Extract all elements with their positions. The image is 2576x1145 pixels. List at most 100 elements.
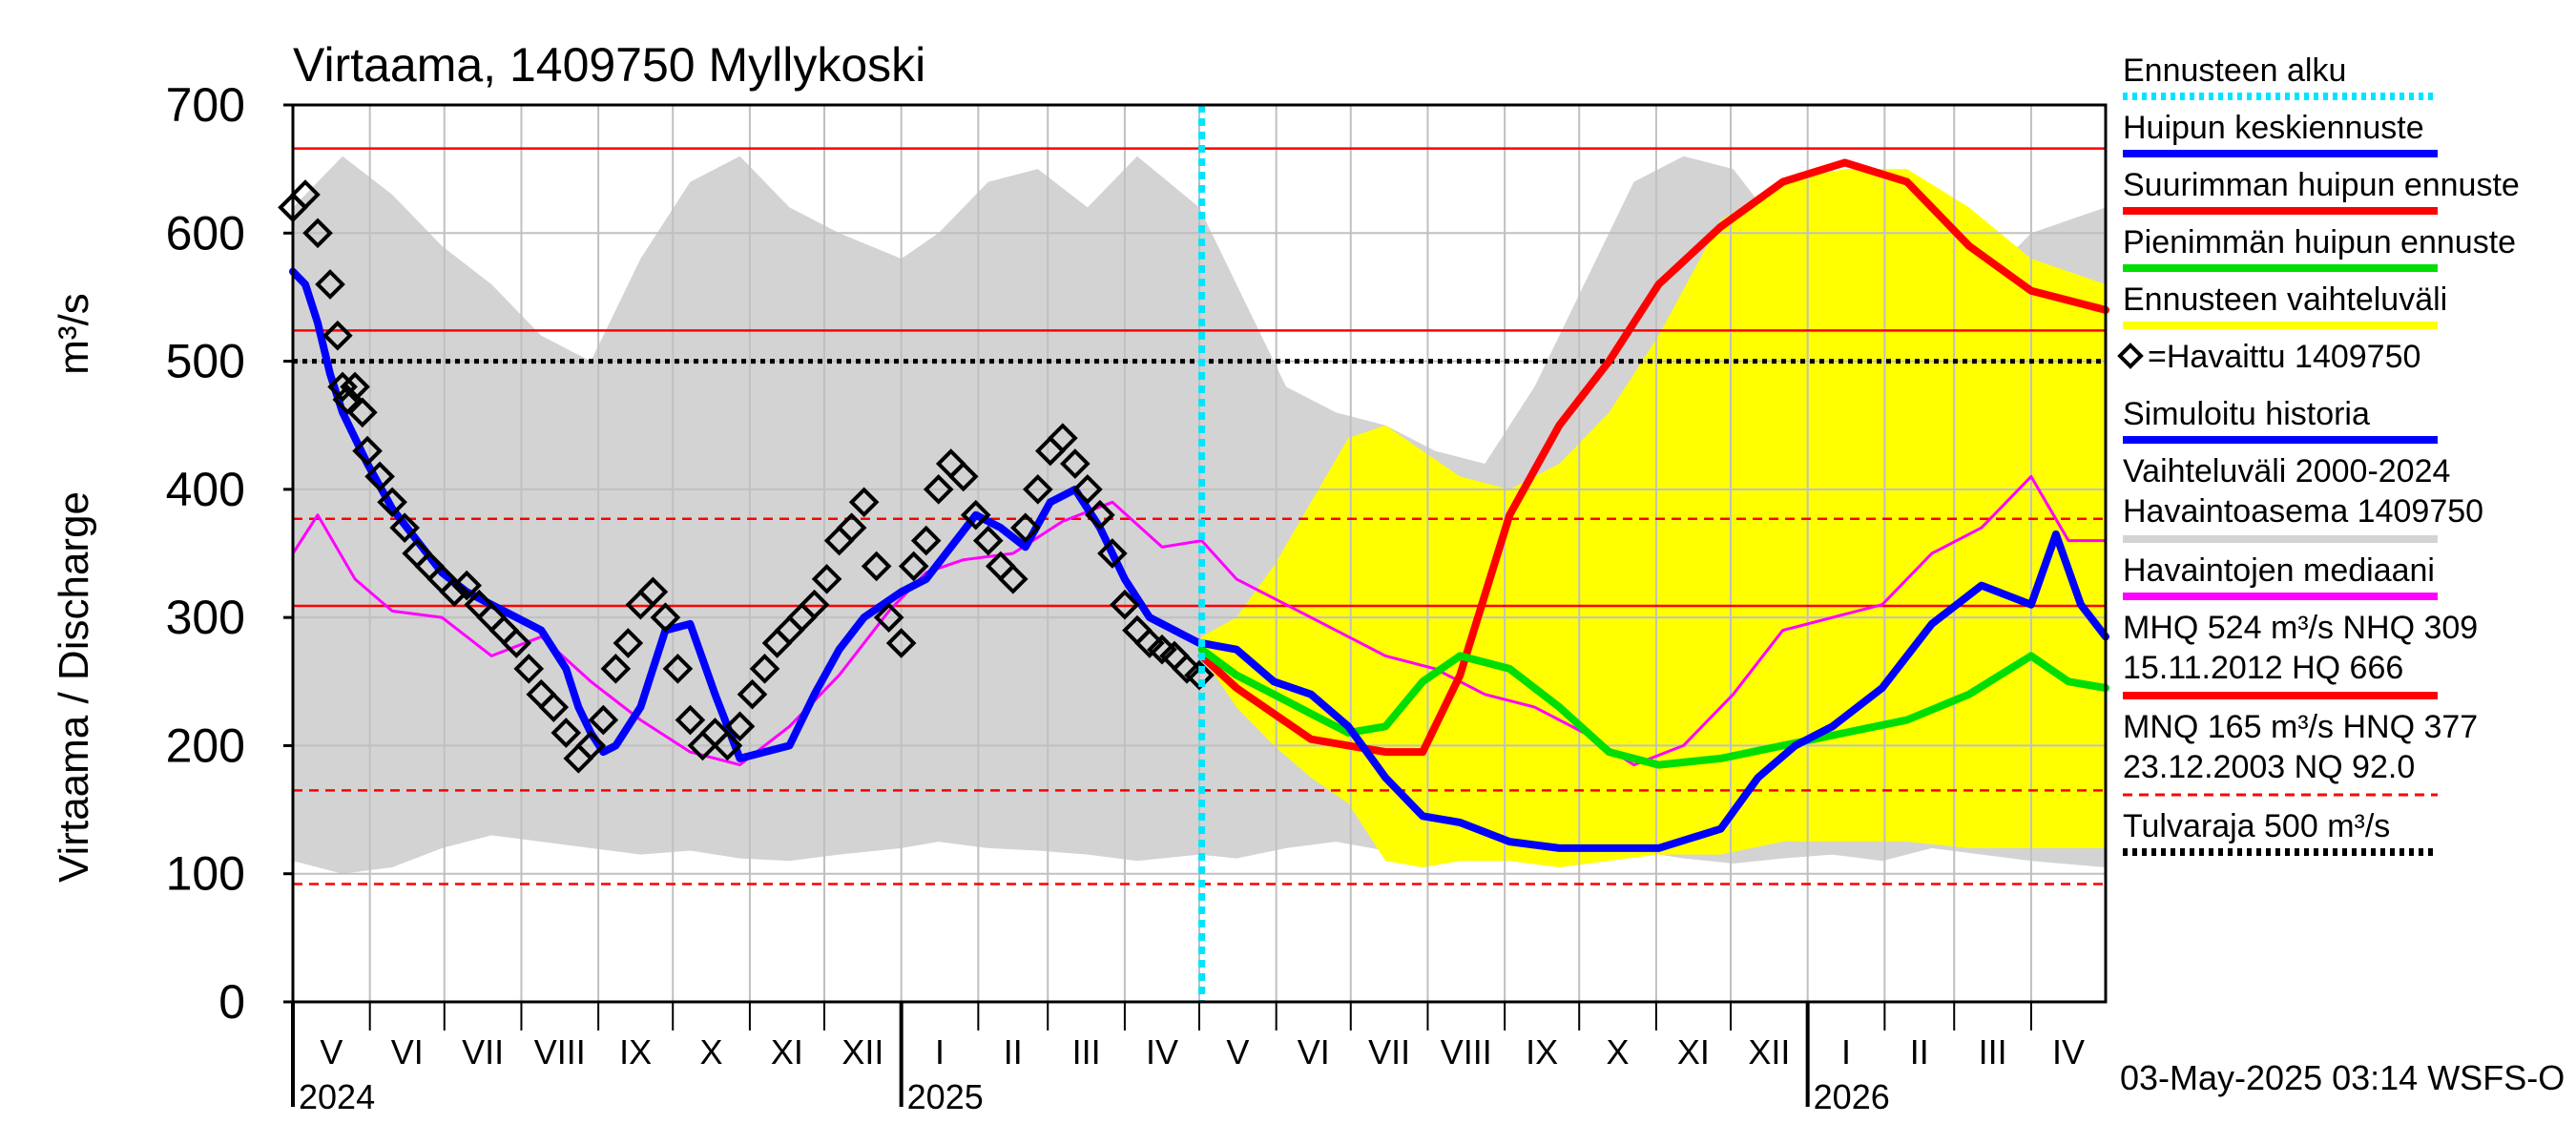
observed-point [315, 269, 345, 300]
observed-point [377, 487, 407, 518]
series-line-suurimman-huipun-ennuste [1197, 158, 2109, 757]
observed-point [451, 570, 483, 601]
series-line-pienimm-n-huipun-ennuste [1197, 645, 2109, 769]
observed-point [873, 602, 904, 633]
observed-point [712, 730, 743, 761]
observed-point [600, 654, 632, 684]
observed-point [848, 487, 880, 518]
month-label: VI [391, 1032, 424, 1072]
legend: Ennusteen alku Huipun keskiennuste Suurimm… [2117, 52, 2520, 856]
month-label: IV [2052, 1032, 2085, 1072]
observed-point [1048, 423, 1078, 453]
observed-point [650, 602, 681, 633]
month-label: IV [1146, 1032, 1178, 1072]
plot-area [278, 104, 2109, 1003]
y-tick-label: 0 [218, 975, 245, 1029]
observed-point [1184, 659, 1215, 691]
observed-point [613, 628, 644, 658]
legend-label: Suurimman huipun ennuste [2123, 167, 2520, 203]
observed-point [302, 218, 333, 249]
observed-point [749, 654, 780, 684]
observed-point [389, 512, 420, 543]
y-axis-unit: m³/s [51, 293, 97, 375]
y-tick-label: 600 [166, 206, 245, 260]
month-label: III [1072, 1032, 1101, 1072]
legend-label: Ennusteen alku [2123, 52, 2346, 89]
legend-label: 15.11.2012 HQ 666 [2123, 650, 2403, 686]
legend-label: Simuloitu historia [2123, 396, 2370, 432]
month-label: X [1607, 1032, 1630, 1072]
series-line-havaintojen-mediaani [291, 474, 2108, 767]
legend-label: MHQ 524 m³/s NHQ 309 [2123, 610, 2478, 646]
month-label: VII [1368, 1032, 1410, 1072]
observed-point [501, 628, 532, 658]
observed-point [662, 654, 694, 684]
observed-point [1097, 538, 1128, 569]
observed-point [347, 397, 378, 428]
observed-point [836, 512, 867, 543]
observed-point [1009, 512, 1041, 543]
observed-point [997, 564, 1028, 594]
observed-point [947, 461, 979, 492]
observed-point [910, 525, 942, 556]
observed-point [340, 371, 370, 403]
observed-point [885, 628, 917, 658]
month-label: X [700, 1032, 723, 1072]
y-tick-label: 700 [166, 78, 245, 132]
y-tick-label: 300 [166, 591, 245, 644]
y-tick-label: 100 [166, 847, 245, 901]
legend-label: =Havaittu 1409750 [2148, 339, 2420, 375]
month-label: V [1226, 1032, 1249, 1072]
month-label: XII [841, 1032, 883, 1072]
observed-point [327, 371, 358, 403]
year-label: 2025 [907, 1077, 984, 1116]
observed-point [1085, 499, 1115, 531]
series-line-huipun-keskiennuste [1197, 530, 2109, 852]
month-label: II [1004, 1032, 1023, 1072]
observed-point [811, 564, 842, 594]
observed-point [439, 576, 470, 608]
month-label: IX [619, 1032, 652, 1072]
month-label: III [1979, 1032, 2007, 1072]
observed-point [364, 461, 395, 492]
month-label: IX [1526, 1032, 1558, 1072]
observed-point [332, 385, 364, 415]
observed-point [1060, 448, 1091, 479]
legend-label: Pienimmän huipun ennuste [2123, 224, 2516, 260]
legend-label: Havaintojen mediaani [2123, 552, 2435, 589]
observed-point [1072, 474, 1103, 505]
legend-label: Ennusteen vaihteluväli [2123, 281, 2447, 318]
y-tick-label: 400 [166, 463, 245, 516]
observed-point [575, 730, 607, 761]
observed-point [737, 678, 768, 710]
month-label: I [935, 1032, 945, 1072]
y-tick-label: 200 [166, 718, 245, 772]
legend-label: 23.12.2003 NQ 92.0 [2123, 749, 2415, 785]
y-tick-label: 500 [166, 335, 245, 388]
year-label: 2026 [1814, 1077, 1890, 1116]
observed-point [538, 692, 570, 722]
month-label: VIII [534, 1032, 586, 1072]
observed-point [724, 711, 756, 742]
legend-label: Huipun keskiennuste [2123, 110, 2424, 146]
observed-point [290, 179, 321, 210]
footer-timestamp: 03-May-2025 03:14 WSFS-O [2120, 1058, 2565, 1097]
month-label: V [320, 1032, 343, 1072]
observed-point [513, 654, 545, 684]
observed-point [675, 704, 706, 736]
month-label: XI [771, 1032, 803, 1072]
observed-point [551, 718, 582, 748]
observed-point [960, 499, 991, 531]
observed-point [322, 320, 353, 351]
observed-point [1110, 589, 1140, 620]
observed-point [352, 435, 383, 467]
month-label: I [1841, 1032, 1851, 1072]
legend-label: Havaintoasema 1409750 [2123, 493, 2483, 530]
observed-point [861, 551, 892, 582]
month-label: XI [1677, 1032, 1710, 1072]
legend-label: MNQ 165 m³/s HNQ 377 [2123, 709, 2478, 745]
observed-point [972, 525, 1004, 556]
observed-point [588, 704, 619, 736]
